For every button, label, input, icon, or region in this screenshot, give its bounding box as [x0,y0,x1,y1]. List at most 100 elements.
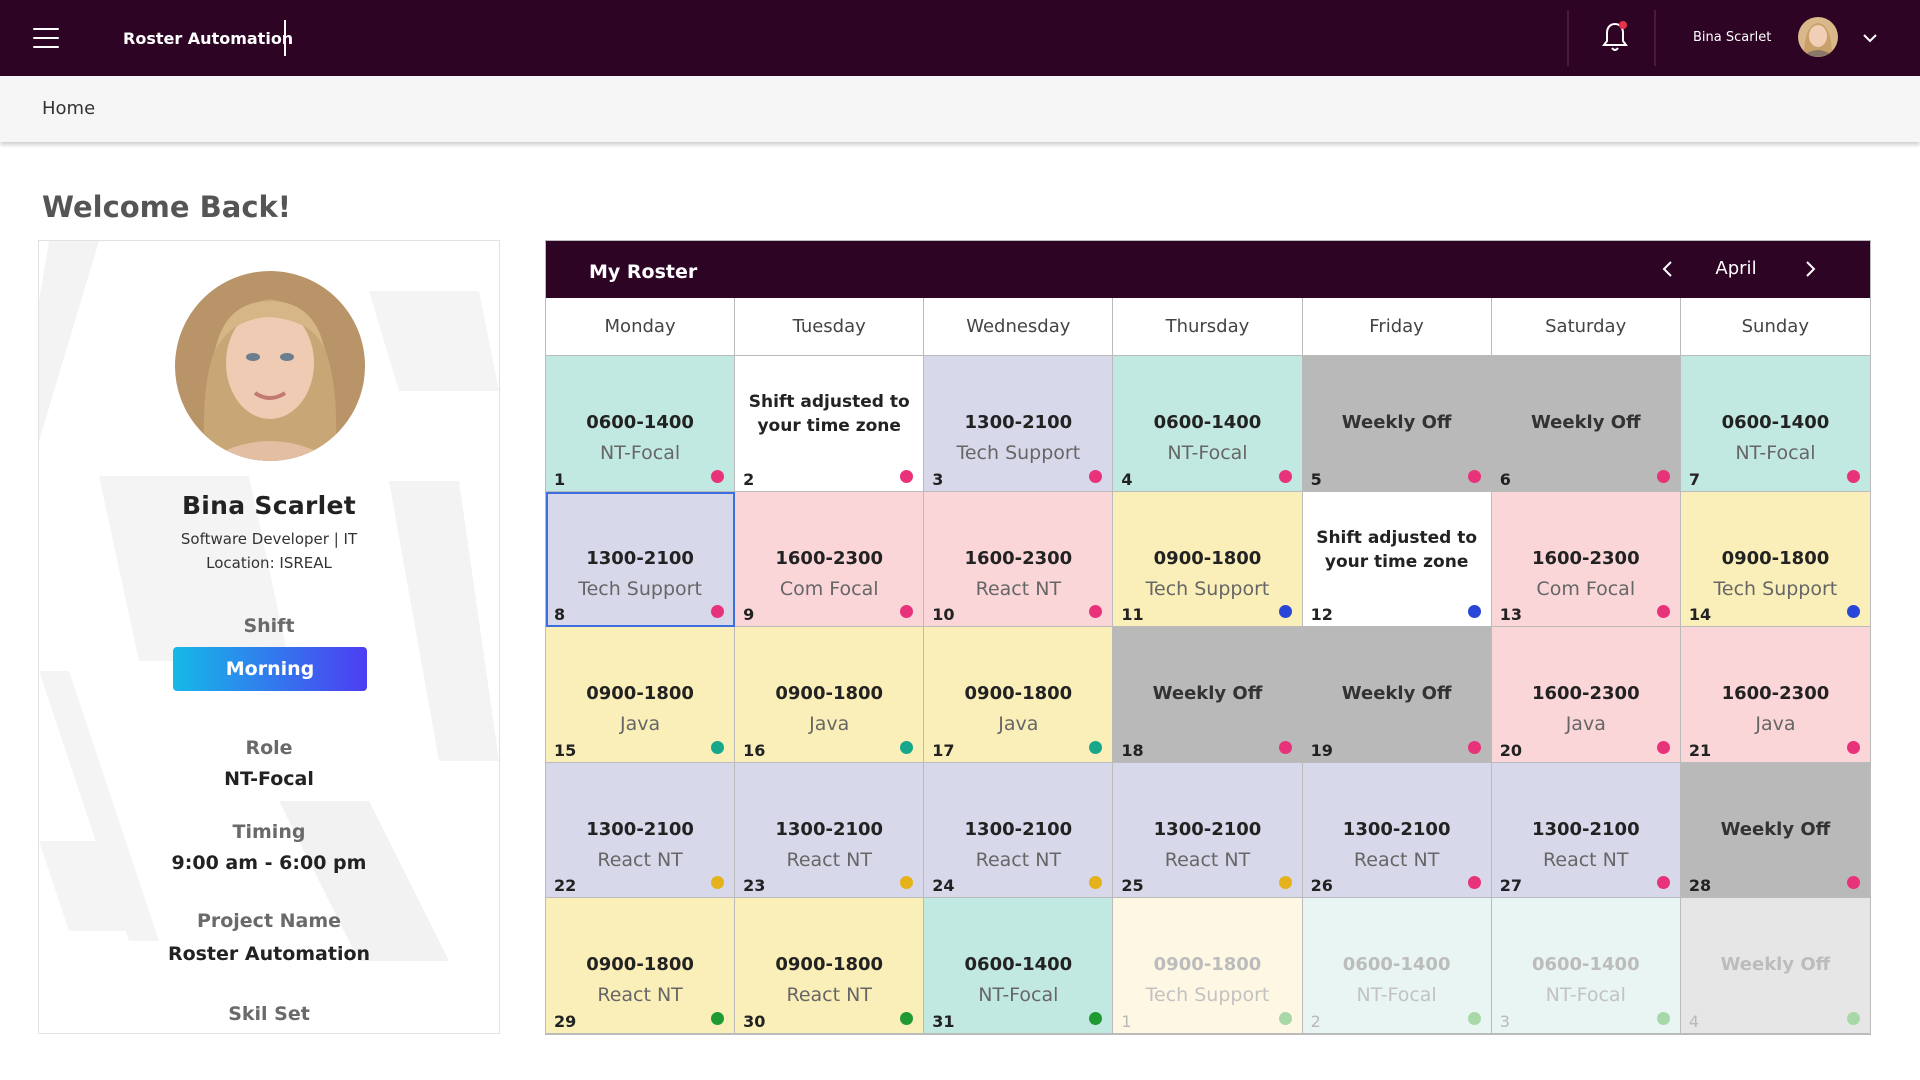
shift-role: NT-Focal [1545,984,1626,1007]
calendar-day-cell[interactable]: 0600-1400 NT-Focal 1 [546,356,736,492]
shift-role: Tech Support [578,577,702,600]
calendar-day-cell[interactable]: 1300-2100 React NT 24 [924,762,1114,899]
day-number: 24 [932,876,955,896]
calendar-day-cell[interactable]: 0900-1800 Tech Support 14 [1680,491,1870,628]
calendar-day-cell[interactable]: 0900-1800 Tech Support 1 [1113,898,1303,1034]
status-dot [1467,1012,1481,1025]
day-number: 18 [1121,740,1144,760]
calendar-day-cell[interactable]: 0900-1800 React NT 29 [546,898,736,1034]
chevron-right-icon[interactable] [1798,257,1822,281]
chevron-down-icon[interactable] [1860,28,1880,48]
calendar-day-cell[interactable]: 1300-2100 Tech Support 3 [924,356,1114,492]
status-dot [1846,876,1860,890]
avatar[interactable] [1798,17,1838,57]
day-number: 27 [1499,876,1522,896]
calendar-day-cell[interactable]: 1600-2300 Com Focal 13 [1491,491,1681,628]
day-number: 31 [932,1012,955,1031]
calendar-day-cell[interactable]: 1300-2100 React NT 26 [1302,762,1492,899]
calendar-day-cell[interactable]: Shift adjusted to your time zone 2 [735,356,925,492]
status-dot [900,740,914,754]
shift-time: 0600-1400 [1342,954,1451,976]
shift-role: React NT [597,984,683,1007]
shift-time: 1600-2300 [1721,683,1830,705]
calendar-day-cell[interactable]: 1300-2100 React NT 25 [1113,762,1303,899]
shift-time: 1300-2100 [1531,818,1640,840]
day-number: 20 [1499,740,1522,760]
shift-adjusted-note: Shift adjusted to your time zone [748,392,910,436]
status-dot [1089,469,1103,483]
calendar-day-cell[interactable]: Weekly Off 6 [1491,356,1681,492]
weekday-header: Sunday [1680,298,1870,356]
calendar-day-cell[interactable]: 0600-1400 NT-Focal 2 [1302,898,1492,1034]
calendar-day-cell[interactable]: Weekly Off 5 [1302,356,1492,492]
day-number: 23 [743,876,766,896]
calendar-day-cell[interactable]: 0600-1400 NT-Focal 31 [924,898,1114,1034]
chevron-left-icon[interactable] [1656,257,1680,281]
project-label: Project Name [196,910,342,932]
status-dot [1467,469,1481,483]
calendar-day-cell[interactable]: Shift adjusted to your time zone 12 [1302,491,1492,628]
shift-role: Java [809,713,850,736]
shift-role: Com Focal [779,577,879,600]
calendar-day-cell[interactable]: 1300-2100 Tech Support 8 [546,491,736,628]
day-number: 13 [1499,605,1522,625]
calendar-day-cell[interactable]: Weekly Off 18 [1113,627,1303,763]
day-number: 11 [1121,605,1144,625]
shift-time: 0900-1800 [586,683,694,705]
day-number: 6 [1499,469,1511,489]
calendar-day-cell[interactable]: 1300-2100 React NT 27 [1491,762,1681,899]
status-dot [711,605,725,619]
calendar-day-cell[interactable]: 0900-1800 Java 16 [735,627,925,763]
shift-role: Java [1565,713,1606,736]
day-number: 16 [743,740,766,760]
status-dot [1278,876,1292,890]
day-number: 25 [1121,876,1144,896]
status-dot [1656,1012,1670,1025]
weekday-header: Wednesday [924,298,1114,356]
shift-time: 1600-2300 [1531,683,1640,705]
shift-time: 1300-2100 [964,412,1073,433]
shift-button[interactable]: Morning [173,647,367,691]
status-dot [900,1012,914,1025]
profile-avatar [175,271,365,461]
weekly-off-label: Weekly Off [1341,412,1452,433]
calendar-day-cell[interactable]: 0600-1400 NT-Focal 3 [1491,898,1681,1034]
shift-role: Java [620,713,661,736]
username[interactable]: Bina Scarlet [1693,30,1772,45]
breadcrumb-home[interactable]: Home [42,98,96,119]
bell-icon[interactable] [1600,20,1630,54]
shift-time: 0600-1400 [1721,412,1830,433]
breadcrumb: Home [0,76,1920,142]
shift-time: 0600-1400 [1153,412,1262,433]
status-dot [1467,605,1481,619]
weekday-header: Saturday [1491,298,1681,356]
calendar-day-cell[interactable]: 0900-1800 Tech Support 11 [1113,491,1303,628]
calendar-day-cell[interactable]: 0600-1400 NT-Focal 4 [1113,356,1303,492]
calendar-day-cell[interactable]: Weekly Off 19 [1302,627,1492,763]
calendar-day-cell[interactable]: 1300-2100 React NT 23 [735,762,925,899]
calendar-day-cell[interactable]: Weekly Off 28 [1680,762,1870,899]
profile-location: Location: ISREAL [206,554,332,572]
status-dot [711,469,725,483]
calendar-day-cell[interactable]: Weekly Off 4 [1680,898,1870,1034]
calendar-day-cell[interactable]: 1600-2300 Java 20 [1491,627,1681,763]
calendar-day-cell[interactable]: 0900-1800 React NT 30 [735,898,925,1034]
day-number: 7 [1688,469,1700,489]
shift-role: Java [1755,713,1796,736]
calendar-day-cell[interactable]: 1600-2300 Com Focal 9 [735,491,925,628]
shift-role: NT-Focal [1167,442,1248,464]
calendar-day-cell[interactable]: 0900-1800 Java 17 [924,627,1114,763]
calendar-day-cell[interactable]: 1600-2300 Java 21 [1680,627,1870,763]
calendar-day-cell[interactable]: 1300-2100 React NT 22 [546,762,736,899]
calendar-day-cell[interactable]: 0600-1400 NT-Focal 7 [1680,356,1870,492]
shift-role: React NT [786,848,872,871]
day-number: 15 [554,740,577,760]
day-number: 26 [1310,876,1333,896]
calendar-day-cell[interactable]: 1600-2300 React NT 10 [924,491,1114,628]
day-number: 29 [554,1012,577,1031]
menu-icon[interactable] [33,28,59,48]
shift-time: 0900-1800 [775,954,884,976]
shift-role: Tech Support [956,442,1081,464]
calendar-day-cell[interactable]: 0900-1800 Java 15 [546,627,736,763]
day-number: 30 [743,1012,766,1031]
